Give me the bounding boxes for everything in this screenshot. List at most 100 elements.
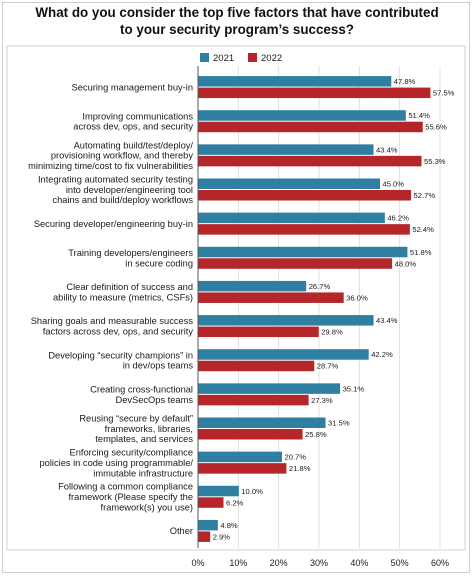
category-label-line: Clear definition of success and bbox=[66, 282, 193, 292]
x-tick-label: 20% bbox=[270, 558, 288, 568]
category-label-line: chains and build/deploy workflows bbox=[52, 195, 193, 205]
data-label-2021: 46.2% bbox=[387, 214, 409, 223]
data-label-2021: 43.4% bbox=[376, 316, 398, 325]
bar-2021 bbox=[198, 349, 369, 360]
category-label-line: Securing developer/engineering buy-in bbox=[34, 219, 193, 229]
category-label: Automating build/test/deploy/provisionin… bbox=[28, 140, 193, 171]
bar-2021 bbox=[198, 212, 385, 224]
data-label-2021: 10.0% bbox=[241, 487, 263, 496]
category-label-line: into developer/engineering tool bbox=[66, 185, 193, 195]
category-label-line: Training developers/engineers bbox=[68, 248, 193, 258]
bar-2021 bbox=[198, 178, 380, 189]
category-label-line: minimizing time/cost to fix vulnerabilit… bbox=[28, 161, 193, 171]
category-label-line: Developing “security champions” in bbox=[48, 350, 193, 360]
category-label: Enforcing security/compliance policies in… bbox=[40, 448, 194, 479]
data-label-2021: 26.7% bbox=[309, 282, 331, 291]
bar-2022 bbox=[198, 531, 211, 542]
bar-2022 bbox=[198, 463, 287, 474]
bar-2022 bbox=[198, 121, 423, 133]
category-label-line: Enforcing security/compliance bbox=[70, 448, 194, 458]
category-label: Integrating automated security testing in… bbox=[38, 174, 193, 205]
category-label: Securing developer/engineering buy-in bbox=[34, 219, 193, 229]
category-label: Sharing goals and measurable success fact… bbox=[31, 316, 194, 336]
category-label-line: Other bbox=[170, 526, 193, 536]
bar-2022 bbox=[198, 497, 224, 508]
legend-label-2022: 2022 bbox=[261, 53, 282, 64]
category-label-line: Integrating automated security testing bbox=[38, 174, 193, 184]
bar-2021 bbox=[198, 76, 392, 87]
category-label: Securing management buy-in bbox=[72, 82, 193, 92]
category-label: Training developers/engineers in secure c… bbox=[68, 248, 193, 268]
x-tick-label: 30% bbox=[310, 558, 328, 568]
category-label-line: Improving communications bbox=[82, 111, 193, 121]
bar-2021 bbox=[198, 246, 408, 258]
bar-2022 bbox=[198, 292, 344, 303]
data-label-2021: 35.1% bbox=[343, 384, 365, 393]
bar-2022 bbox=[198, 258, 393, 269]
category-label: Reusing “secure by default” frameworks, l… bbox=[79, 413, 193, 444]
bar-2022 bbox=[198, 224, 410, 235]
chart-title-line-2: to your security program’s success? bbox=[120, 22, 354, 37]
bar-2021 bbox=[198, 144, 374, 155]
category-label: Other bbox=[170, 526, 193, 536]
chart-title: What do you consider the top five factor… bbox=[8, 4, 466, 38]
bar-2022 bbox=[198, 87, 431, 99]
category-label: Clear definition of success and ability t… bbox=[53, 282, 193, 302]
category-label-line: Following a common compliance bbox=[58, 482, 193, 492]
data-label-2022: 57.5% bbox=[433, 89, 455, 98]
bar-2022 bbox=[198, 155, 422, 167]
category-label-line: policies in code using programmable/ bbox=[40, 458, 194, 468]
data-label-2021: 43.4% bbox=[376, 145, 398, 154]
category-label: Improving communications across dev, ops,… bbox=[73, 111, 193, 131]
bar-2021 bbox=[198, 315, 374, 326]
category-label-line: Sharing goals and measurable success bbox=[31, 316, 194, 326]
legend-swatch-2022 bbox=[248, 53, 257, 62]
category-label-line: Securing management buy-in bbox=[72, 82, 193, 92]
data-label-2022: 52.7% bbox=[414, 191, 436, 200]
bar-2021 bbox=[198, 451, 282, 463]
data-label-2022: 6.2% bbox=[226, 498, 244, 507]
category-label-line: framework(s) you use) bbox=[101, 502, 193, 512]
category-label-line: immutable infrastructure bbox=[93, 468, 193, 478]
category-label: Developing “security champions” in in dev… bbox=[48, 350, 193, 370]
bar-2021 bbox=[198, 280, 307, 292]
data-label-2022: 52.4% bbox=[412, 225, 434, 234]
category-label: Creating cross-functional DevSecOps teams bbox=[90, 384, 193, 404]
bar-2021 bbox=[198, 485, 239, 497]
category-label: Following a common compliance framework (… bbox=[58, 482, 193, 513]
data-label-2022: 28.7% bbox=[317, 362, 339, 371]
category-label-line: factors across dev, ops, and security bbox=[43, 327, 194, 337]
x-tick-label: 50% bbox=[391, 558, 409, 568]
data-label-2021: 45.0% bbox=[383, 180, 405, 189]
bar-2021 bbox=[198, 417, 326, 428]
bar-2021 bbox=[198, 110, 406, 121]
data-label-2022: 21.8% bbox=[289, 464, 311, 473]
data-label-2022: 27.3% bbox=[311, 396, 333, 405]
data-label-2021: 51.8% bbox=[410, 248, 432, 257]
data-label-2022: 55.6% bbox=[425, 123, 447, 132]
category-label-line: provisioning workflow, and thereby bbox=[51, 151, 193, 161]
category-label-line: ability to measure (metrics, CSFs) bbox=[53, 292, 193, 302]
data-label-2021: 42.2% bbox=[371, 350, 393, 359]
data-label-2022: 2.9% bbox=[213, 532, 231, 541]
data-label-2021: 20.7% bbox=[284, 453, 306, 462]
category-label-line: in dev/ops teams bbox=[123, 361, 194, 371]
data-label-2022: 55.3% bbox=[424, 157, 446, 166]
x-tick-label: 60% bbox=[431, 558, 449, 568]
data-label-2022: 48.0% bbox=[395, 259, 417, 268]
data-label-2022: 25.8% bbox=[305, 430, 327, 439]
data-label-2022: 36.0% bbox=[346, 293, 368, 302]
category-label-line: Automating build/test/deploy/ bbox=[74, 140, 194, 150]
bar-2022 bbox=[198, 190, 412, 201]
x-tick-label: 40% bbox=[350, 558, 368, 568]
bar-2021 bbox=[198, 519, 218, 531]
bar-2022 bbox=[198, 360, 315, 372]
x-tick-label: 0% bbox=[191, 558, 204, 568]
category-label-line: across dev, ops, and security bbox=[73, 122, 193, 132]
data-label-2021: 47.8% bbox=[394, 77, 416, 86]
bar-2022 bbox=[198, 326, 319, 338]
data-label-2021: 51.4% bbox=[408, 111, 430, 120]
bar-2022 bbox=[198, 394, 309, 406]
bar-2022 bbox=[198, 429, 303, 440]
